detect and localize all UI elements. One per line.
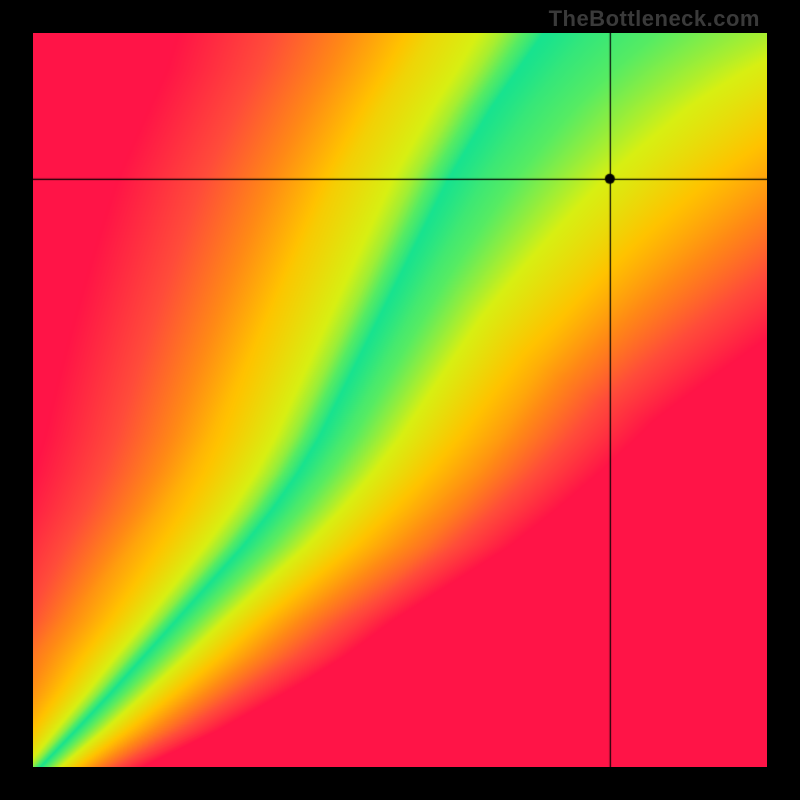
watermark-text: TheBottleneck.com (549, 6, 760, 32)
bottleneck-heatmap (33, 33, 767, 767)
chart-container: TheBottleneck.com (0, 0, 800, 800)
